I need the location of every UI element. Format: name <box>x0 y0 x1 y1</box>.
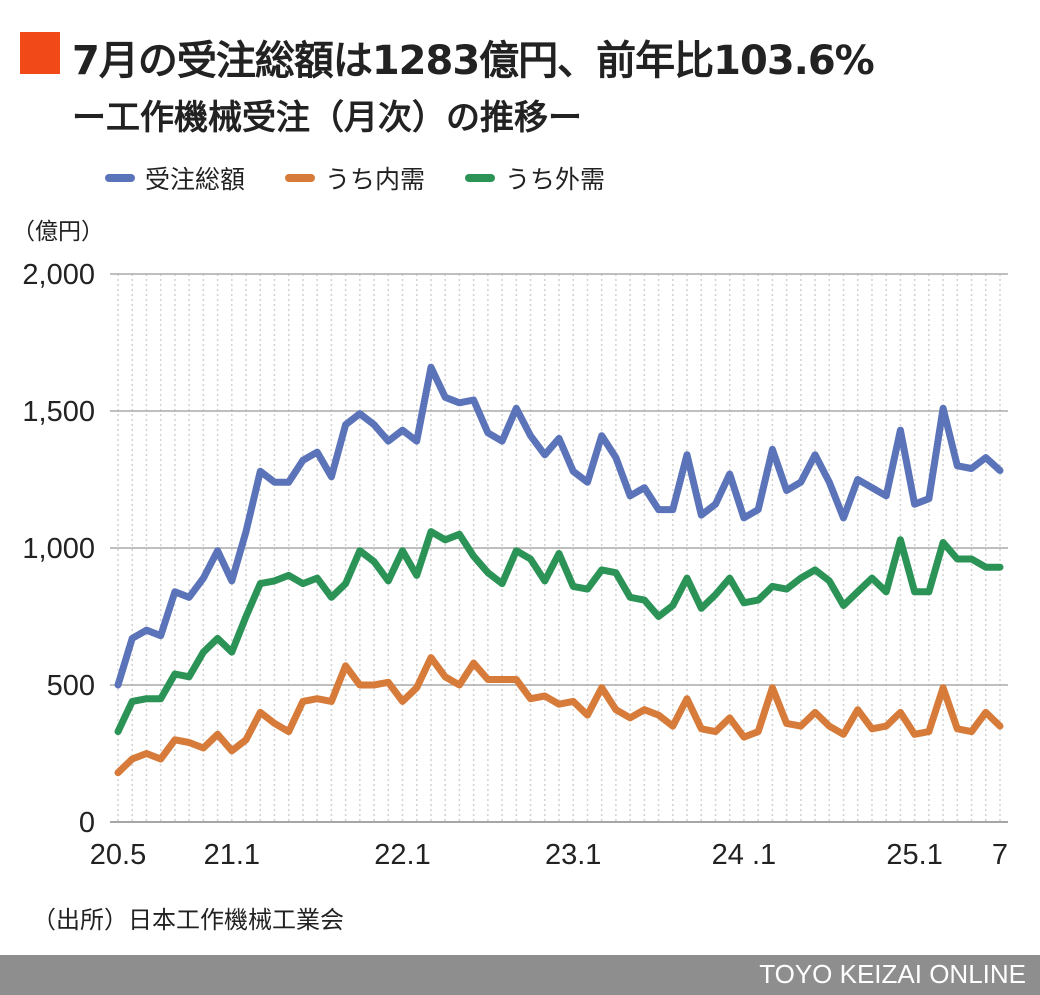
legend-label-total: 受注総額 <box>145 165 246 194</box>
y-axis-unit-label: （億円） <box>12 219 104 245</box>
line-chart: 0 500 1,000 1,500 2,000 20.5 21.1 22.1 23.1 24 .1… <box>22 259 1008 871</box>
legend: 受注総額 うち内需 うち外需 <box>105 160 605 196</box>
chart-title: 7月の受注総額は1283億円、前年比103.6% <box>72 38 875 84</box>
legend-item-foreign: うち外需 <box>465 160 605 196</box>
legend-label-domestic: うち内需 <box>325 165 426 194</box>
legend-swatch-total <box>105 174 135 182</box>
legend-label-foreign: うち外需 <box>505 165 606 194</box>
series-line-total <box>114 363 1004 689</box>
series-line-foreign <box>114 528 1004 736</box>
legend-swatch-foreign <box>465 174 496 182</box>
y-tick-label: 1,500 <box>22 396 95 428</box>
x-tick-label: 22.1 <box>374 839 430 871</box>
legend-item-domestic: うち内需 <box>285 160 425 196</box>
footer-brand: TOYO KEIZAI ONLINE <box>759 959 1026 989</box>
y-tick-label: 2,000 <box>22 259 95 291</box>
series-line-domestic <box>114 654 1004 777</box>
x-tick-label: 21.1 <box>204 839 260 871</box>
footer-bar: TOYO KEIZAI ONLINE <box>0 955 1040 995</box>
x-tick-label: 20.5 <box>90 839 146 871</box>
x-tick-label: 25.1 <box>886 839 942 871</box>
y-tick-label: 0 <box>79 807 95 839</box>
legend-swatch-domestic <box>285 174 316 182</box>
chart-subtitle: ー工作機械受注（月次）の推移ー <box>72 98 582 138</box>
legend-item-total: 受注総額 <box>105 160 245 196</box>
y-tick-label: 1,000 <box>22 533 95 565</box>
source-note: （出所）日本工作機械工業会 <box>32 906 344 934</box>
x-tick-label: 7 <box>992 839 1008 871</box>
title-accent-block <box>20 32 60 74</box>
x-tick-label: 24 .1 <box>712 839 777 871</box>
y-tick-label: 500 <box>47 670 95 702</box>
x-tick-label: 23.1 <box>545 839 601 871</box>
